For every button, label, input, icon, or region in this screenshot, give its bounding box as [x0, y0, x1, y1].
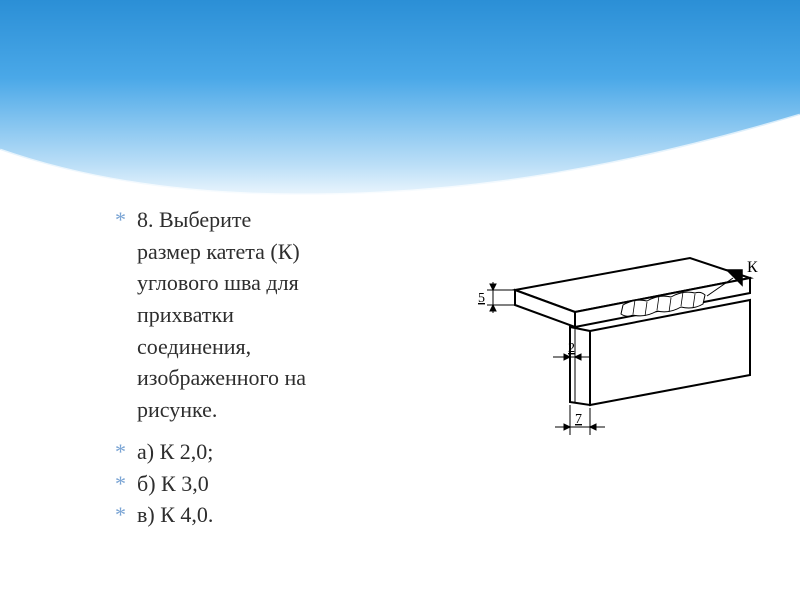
option-text: а) К 2,0; [137, 439, 213, 464]
option-text: б) К 3,0 [137, 471, 209, 496]
question-line: размер катета (К) [115, 237, 455, 267]
question-line: рисунке. [115, 395, 455, 425]
diagram-column: К 5 2 [475, 230, 775, 465]
question-line: соединения, [115, 332, 455, 362]
option-text: в) К 4,0. [137, 502, 213, 527]
slide-content: * 8. Выберите размер катета (К) углового… [0, 0, 800, 532]
question-text: прихватки [137, 302, 234, 327]
question-line: углового шва для [115, 268, 455, 298]
option-c: * в) К 4,0. [115, 500, 455, 530]
bullet-asterisk: * [115, 500, 126, 530]
question-text: углового шва для [137, 270, 299, 295]
bullet-asterisk: * [115, 469, 126, 499]
dim-5: 5 [478, 291, 485, 306]
question-line: изображенного на [115, 363, 455, 393]
dim-2: 2 [568, 341, 575, 356]
text-column: * 8. Выберите размер катета (К) углового… [115, 205, 455, 532]
question-text: размер катета (К) [137, 239, 300, 264]
question-text: 8. Выберите [137, 207, 251, 232]
option-b: * б) К 3,0 [115, 469, 455, 499]
question-line: * 8. Выберите [115, 205, 455, 235]
question-text: рисунке. [137, 397, 217, 422]
weld-diagram: К 5 2 [475, 230, 775, 460]
question-line: прихватки [115, 300, 455, 330]
option-a: * а) К 2,0; [115, 437, 455, 467]
question-text: соединения, [137, 334, 251, 359]
dim-7: 7 [575, 412, 582, 427]
question-text: изображенного на [137, 365, 306, 390]
dim-K: К [747, 259, 758, 276]
bullet-asterisk: * [115, 205, 126, 235]
bullet-asterisk: * [115, 437, 126, 467]
